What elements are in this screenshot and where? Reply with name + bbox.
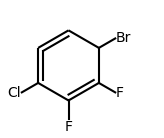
Text: Cl: Cl [8,86,21,100]
Text: F: F [64,120,72,134]
Text: Br: Br [116,31,131,45]
Text: F: F [116,86,124,100]
